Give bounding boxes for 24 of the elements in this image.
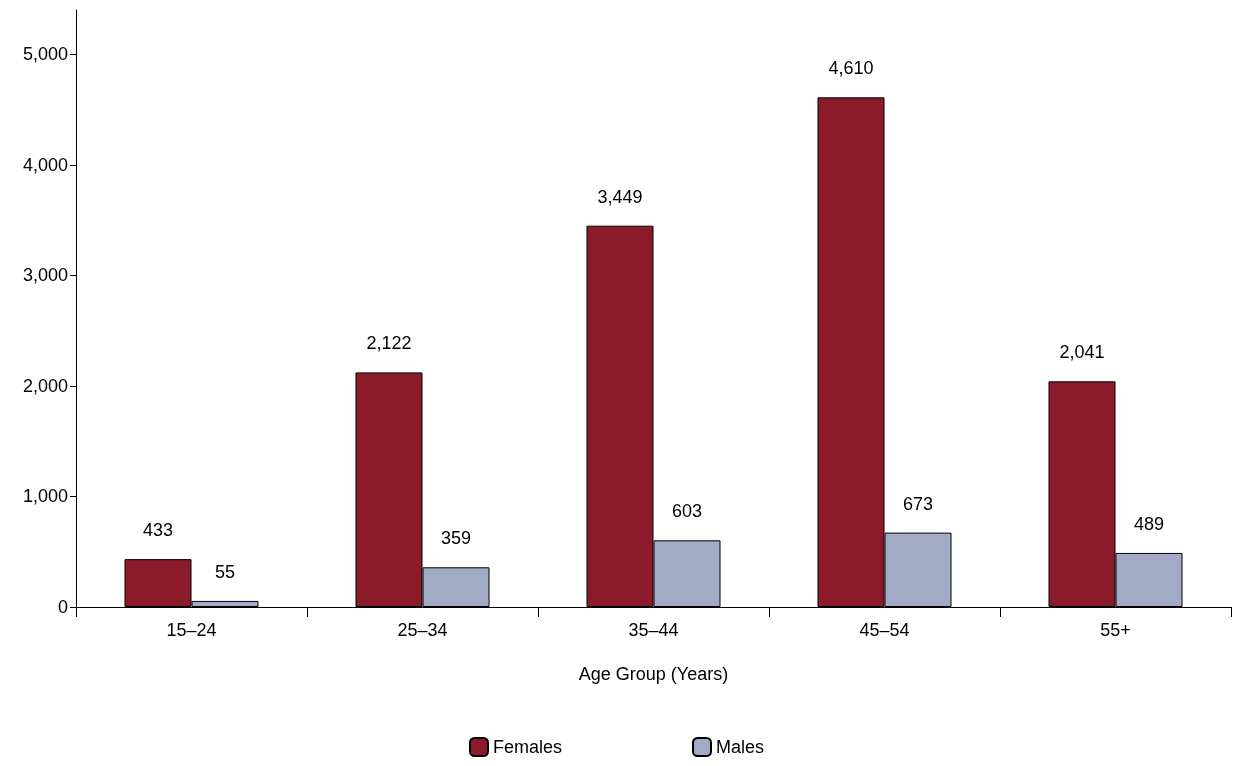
y-tick-label: 5,000 <box>22 44 68 65</box>
x-tick-label: 35–44 <box>628 620 679 640</box>
legend-label: Males <box>716 737 765 757</box>
data-label: 2,122 <box>366 333 412 354</box>
data-label: 673 <box>902 493 934 514</box>
legend-label: Females <box>492 737 563 757</box>
y-tick-label: 3,000 <box>22 265 68 286</box>
data-label: 603 <box>671 501 703 522</box>
data-label: 2,041 <box>1059 342 1105 363</box>
x-tick-label: 25–34 <box>397 620 448 640</box>
x-axis-title: Age Group (Years) <box>578 664 729 684</box>
y-tick-label: 1,000 <box>22 486 68 507</box>
y-tick-label: 0 <box>57 597 68 617</box>
y-tick-label: 4,000 <box>22 154 68 175</box>
data-label: 433 <box>142 520 174 541</box>
x-tick-label: 55+ <box>1100 620 1131 640</box>
data-label: 3,449 <box>597 186 643 207</box>
x-tick-label: 15–24 <box>166 620 217 640</box>
x-tick-label: 45–54 <box>859 620 910 640</box>
data-label: 489 <box>1133 513 1165 534</box>
data-label: 4,610 <box>828 58 874 79</box>
y-tick-label: 2,000 <box>22 375 68 396</box>
data-label: 55 <box>214 561 236 582</box>
data-label: 359 <box>440 528 472 549</box>
